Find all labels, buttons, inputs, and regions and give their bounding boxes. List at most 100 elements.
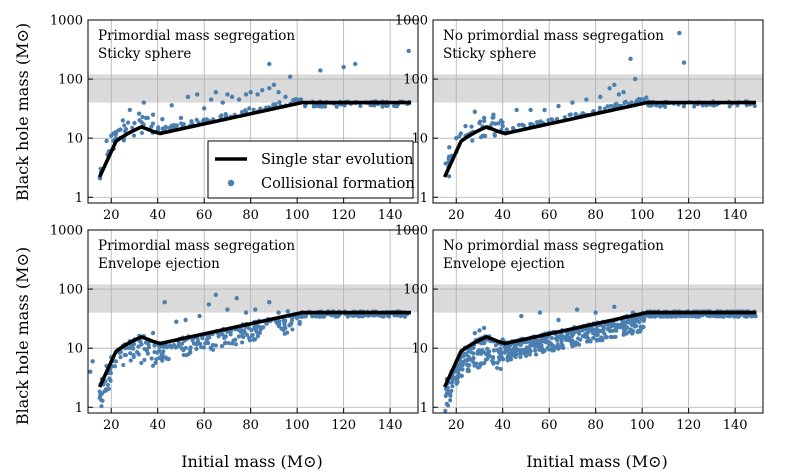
- collision-point: [195, 92, 200, 97]
- collision-point: [128, 358, 133, 363]
- collision-point: [287, 74, 293, 79]
- collision-point: [197, 313, 202, 319]
- collision-point: [245, 332, 250, 338]
- collision-point: [139, 360, 144, 366]
- collision-point: [466, 368, 471, 373]
- x-tick-label: 120: [676, 208, 701, 223]
- single-star-line: [97, 100, 412, 178]
- x-tick-label: 140: [723, 208, 748, 223]
- collision-point: [632, 76, 638, 82]
- collision-point: [453, 369, 458, 374]
- panel-subtitle: Sticky sphere: [443, 46, 536, 62]
- collision-point: [472, 109, 478, 114]
- collision-point: [445, 403, 451, 408]
- collision-point: [607, 86, 612, 91]
- collision-point: [241, 329, 246, 334]
- collision-point: [639, 97, 645, 102]
- collision-point: [118, 354, 123, 360]
- collision-point: [446, 156, 451, 161]
- collision-point: [277, 319, 282, 324]
- collision-point: [197, 341, 203, 346]
- collision-point: [277, 100, 282, 105]
- collision-point: [297, 319, 302, 324]
- collision-point: [549, 343, 555, 348]
- collision-point: [157, 356, 162, 361]
- collision-point: [166, 356, 171, 362]
- y-axis-label-top: Black hole mass (M⊙): [13, 23, 32, 201]
- collision-point: [149, 124, 154, 129]
- x-axis-label-left: Initial mass (M⊙): [181, 452, 323, 471]
- collision-point: [496, 355, 502, 360]
- collision-point: [481, 115, 487, 121]
- panel-4: 1 10 100 1000 20 40 60 80 100 120 140 No primordial…: [395, 224, 764, 433]
- collision-point: [255, 334, 260, 339]
- collision-point: [569, 342, 575, 347]
- collision-point: [127, 345, 132, 351]
- collision-point: [380, 104, 385, 109]
- collision-point: [137, 118, 142, 123]
- collision-point: [226, 341, 232, 346]
- collision-point: [540, 336, 546, 341]
- collision-point: [662, 104, 668, 109]
- collision-point: [630, 322, 635, 328]
- collision-point: [189, 119, 194, 124]
- collision-point: [193, 341, 199, 346]
- collision-point: [150, 121, 156, 126]
- collision-point: [573, 342, 578, 348]
- collision-point: [285, 309, 291, 314]
- collision-point: [130, 125, 135, 130]
- collision-point: [104, 388, 109, 393]
- collision-point: [561, 345, 566, 351]
- collision-point: [518, 342, 523, 347]
- collision-point: [406, 48, 411, 54]
- collision-point: [294, 97, 300, 102]
- panel-1: 1 10 100 1000 20 40 60 80 100 120 140 Primordial ma…: [50, 14, 419, 223]
- collision-point: [537, 310, 543, 315]
- x-tick-label: 100: [630, 418, 655, 433]
- panel-frame: [432, 19, 764, 204]
- collision-point: [315, 103, 320, 109]
- panel-title: Primordial mass segregation: [98, 28, 295, 44]
- y-tick-label: 100: [58, 73, 83, 88]
- collision-point: [243, 108, 248, 113]
- collision-point: [183, 317, 188, 323]
- collision-point: [458, 131, 464, 136]
- collision-point: [118, 127, 123, 132]
- collision-point: [542, 107, 547, 113]
- collision-point: [443, 161, 448, 166]
- collision-point: [476, 365, 481, 370]
- collision-point: [267, 300, 272, 305]
- mass-gap-band: [88, 284, 418, 313]
- collision-point: [336, 313, 341, 319]
- collision-point: [174, 319, 179, 324]
- collision-point: [477, 120, 482, 126]
- collision-point: [625, 325, 630, 330]
- collision-point: [150, 363, 156, 368]
- x-tick-label: 60: [196, 418, 213, 433]
- collision-point: [154, 357, 159, 362]
- collision-point: [614, 323, 620, 328]
- collision-point: [513, 354, 518, 360]
- collision-point: [573, 111, 578, 117]
- panel-frame: [87, 229, 419, 414]
- collision-point: [597, 105, 602, 110]
- collision-point: [111, 131, 116, 136]
- x-tick-label: 140: [723, 418, 748, 433]
- panel-subtitle: Envelope ejection: [98, 256, 220, 272]
- collision-point: [537, 347, 542, 352]
- x-tick-label: 120: [676, 418, 701, 433]
- collision-point: [554, 116, 560, 122]
- collision-point: [727, 104, 732, 109]
- collision-point: [213, 90, 219, 95]
- collision-point: [236, 334, 242, 339]
- collision-point: [443, 393, 448, 399]
- collision-point: [289, 318, 295, 323]
- collision-point: [256, 330, 261, 335]
- collision-point: [318, 68, 323, 73]
- collision-point: [471, 355, 476, 360]
- collision-point: [601, 326, 606, 331]
- collision-point: [581, 333, 586, 339]
- collision-point: [143, 340, 149, 345]
- collision-point: [622, 321, 627, 326]
- collision-point: [616, 92, 622, 97]
